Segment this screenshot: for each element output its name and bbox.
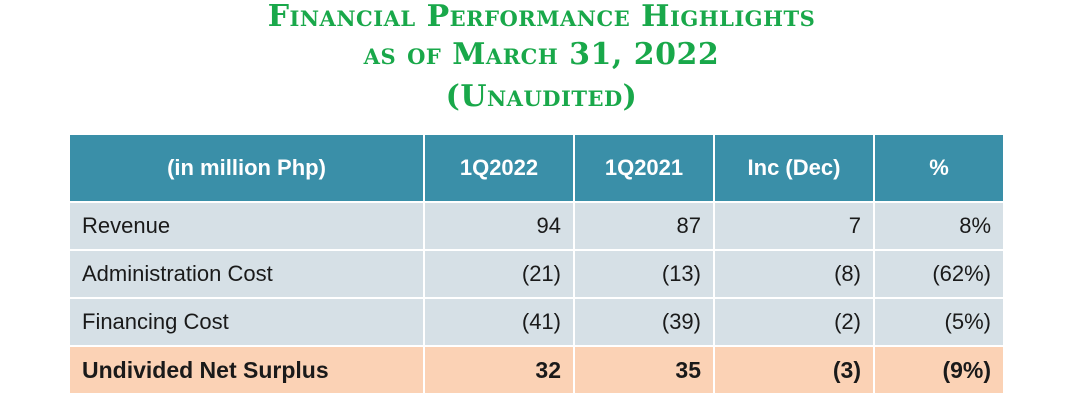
column-header-1q2021: 1Q2021 xyxy=(573,133,715,203)
column-header-inc-dec: Inc (Dec) xyxy=(713,133,875,203)
column-header-percent: % xyxy=(873,133,1005,203)
cell-1q2021: (39) xyxy=(573,297,715,347)
cell-inc-dec: (2) xyxy=(713,297,875,347)
cell-1q2022: 94 xyxy=(423,201,575,251)
cell-1q2021: 87 xyxy=(573,201,715,251)
table-row-revenue: Revenue 94 87 7 8% xyxy=(68,201,1005,251)
table-header-row: (in million Php) 1Q2022 1Q2021 Inc (Dec)… xyxy=(68,133,1005,203)
row-label: Revenue xyxy=(68,201,425,251)
title-line-1: Financial Performance Highlights xyxy=(267,0,816,34)
cell-1q2022: (21) xyxy=(423,249,575,299)
total-percent: (9%) xyxy=(873,345,1005,395)
column-header-unit: (in million Php) xyxy=(68,133,425,203)
table-row-financing-cost: Financing Cost (41) (39) (2) (5%) xyxy=(68,297,1005,347)
table-row-undivided-net-surplus: Undivided Net Surplus 32 35 (3) (9%) xyxy=(68,345,1005,395)
cell-percent: (62%) xyxy=(873,249,1005,299)
cell-1q2022: (41) xyxy=(423,297,575,347)
row-label: Administration Cost xyxy=(68,249,425,299)
title-line-2: as of March 31, 2022 xyxy=(363,37,720,72)
title-line-3: (Unaudited) xyxy=(445,79,638,114)
financial-table: (in million Php) 1Q2022 1Q2021 Inc (Dec)… xyxy=(68,133,1005,395)
total-1q2021: 35 xyxy=(573,345,715,395)
row-label: Financing Cost xyxy=(68,297,425,347)
column-header-1q2022: 1Q2022 xyxy=(423,133,575,203)
table-row-administration-cost: Administration Cost (21) (13) (8) (62%) xyxy=(68,249,1005,299)
cell-percent: (5%) xyxy=(873,297,1005,347)
cell-inc-dec: 7 xyxy=(713,201,875,251)
cell-percent: 8% xyxy=(873,201,1005,251)
cell-1q2021: (13) xyxy=(573,249,715,299)
total-inc-dec: (3) xyxy=(713,345,875,395)
cell-inc-dec: (8) xyxy=(713,249,875,299)
total-1q2022: 32 xyxy=(423,345,575,395)
total-label: Undivided Net Surplus xyxy=(68,345,425,395)
